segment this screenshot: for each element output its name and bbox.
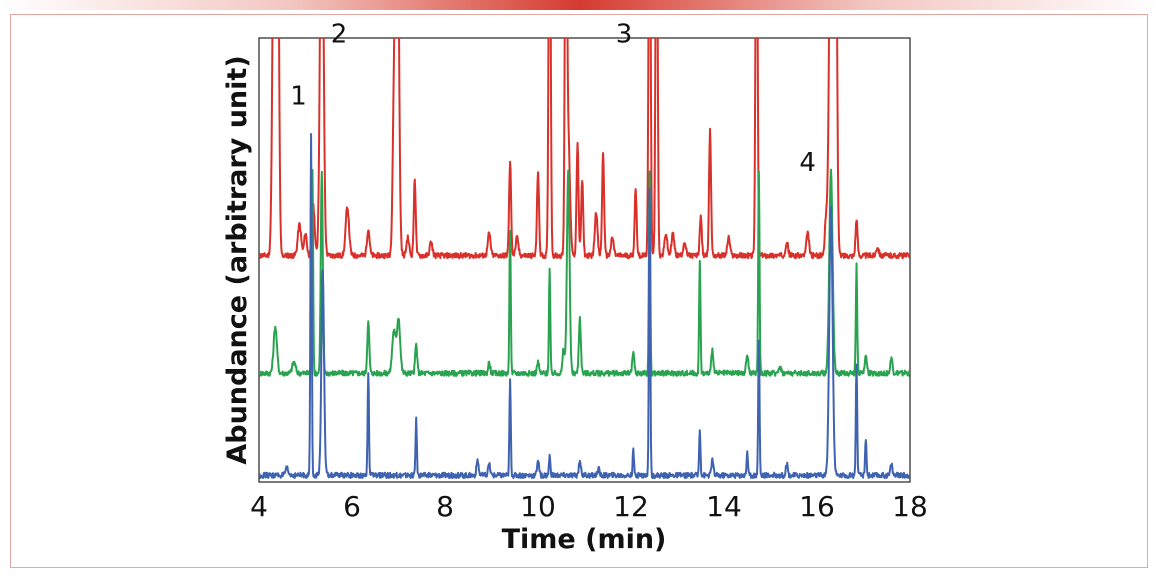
top-accent-band bbox=[0, 0, 1160, 10]
peak-annotations: 1 2 3 4 bbox=[290, 19, 816, 178]
x-axis-title: Time (min) bbox=[502, 524, 667, 555]
series-layer bbox=[259, 38, 910, 479]
peak-label-4: 4 bbox=[799, 148, 816, 178]
figure-frame bbox=[10, 14, 1148, 568]
peak-label-2: 2 bbox=[331, 19, 348, 49]
x-tick-label-6: 6 bbox=[343, 490, 361, 523]
x-tick-label-10: 10 bbox=[520, 490, 556, 523]
series-line-2 bbox=[259, 168, 910, 377]
peak-label-1: 1 bbox=[290, 82, 307, 112]
x-tick-label-14: 14 bbox=[706, 490, 742, 523]
x-tick-label-12: 12 bbox=[613, 490, 649, 523]
series-line-3 bbox=[259, 133, 910, 479]
x-tick-label-8: 8 bbox=[436, 490, 454, 523]
x-tick-label-4: 4 bbox=[250, 490, 268, 523]
series-line-1 bbox=[259, 38, 910, 260]
x-tick-labels: 4 6 8 10 12 14 16 18 bbox=[250, 490, 928, 523]
y-axis-title: Abundance (arbitrary unit) bbox=[222, 55, 253, 464]
x-tick-label-16: 16 bbox=[799, 490, 835, 523]
plot-area bbox=[258, 37, 911, 483]
x-tick-label-18: 18 bbox=[892, 490, 928, 523]
peak-label-3: 3 bbox=[616, 19, 633, 49]
